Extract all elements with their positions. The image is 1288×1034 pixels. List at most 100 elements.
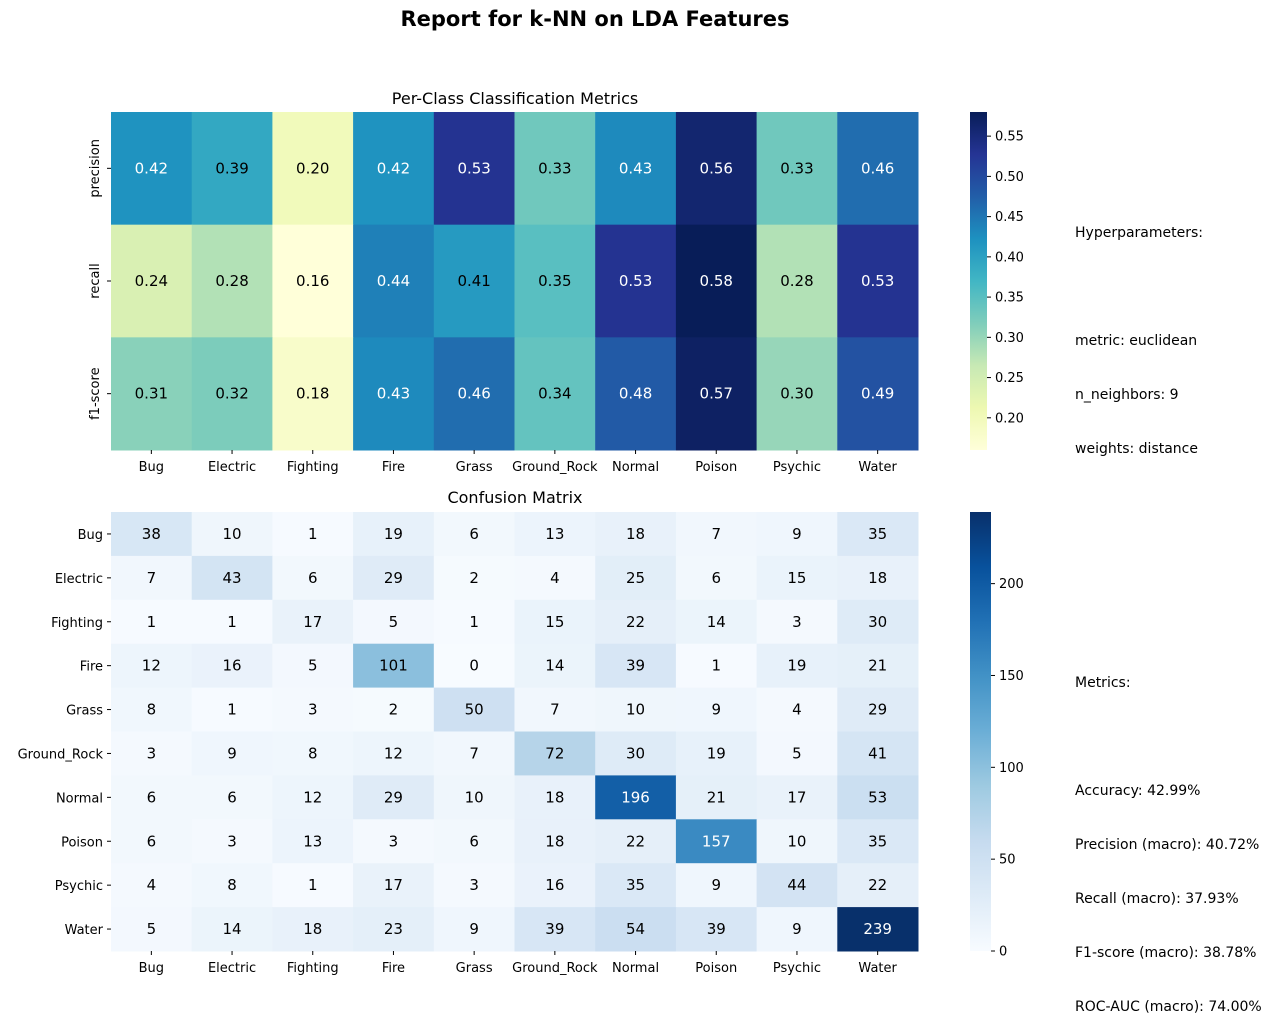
- heatmap-cell: [353, 863, 435, 908]
- heatmap-cell: [675, 112, 758, 226]
- x-tick-label: Poison: [695, 961, 737, 976]
- heatmap-cell-label: 8: [147, 701, 157, 719]
- heatmap-cell-label: 0.41: [457, 272, 490, 290]
- heatmap-cell: [111, 337, 193, 451]
- heatmap-cell-label: 30: [626, 744, 645, 762]
- heatmap-cell-label: 1: [308, 876, 318, 894]
- heatmap-cell: [756, 224, 838, 338]
- heatmap-cell: [433, 512, 515, 557]
- heatmap-cell-label: 2: [389, 701, 399, 719]
- x-tick-label: Fire: [382, 460, 405, 475]
- hyperparameter-line: weights: distance: [1075, 441, 1198, 457]
- metrics-heatmap: Per-Class Classification Metrics 0.42 0.3…: [88, 89, 919, 475]
- heatmap-cell-label: 17: [384, 876, 403, 894]
- heatmap-cell: [837, 907, 919, 952]
- heatmap-cell: [595, 555, 677, 601]
- heatmap-cell-label: 22: [868, 876, 887, 894]
- heatmap-cell: [595, 643, 677, 689]
- y-tick-label: Normal: [56, 791, 103, 806]
- metric-line: Recall (macro): 37.93%: [1075, 891, 1239, 907]
- heatmap-cell: [191, 819, 273, 864]
- y-tick-label: precision: [88, 139, 103, 198]
- hyperparameters-heading: Hyperparameters:: [1075, 225, 1203, 241]
- heatmap-cell-label: 0.42: [377, 159, 410, 177]
- heatmap-cell: [272, 731, 354, 776]
- heatmap-cell-label: 0.33: [780, 159, 813, 177]
- heatmap-cell: [353, 555, 435, 601]
- heatmap-cell: [837, 512, 919, 557]
- heatmap-cell-label: 30: [868, 613, 887, 631]
- heatmap-cell: [272, 863, 354, 908]
- colorbar-tick-label: 0.50: [995, 170, 1024, 185]
- heatmap-cell-label: 3: [792, 613, 802, 631]
- heatmap-cell-label: 4: [147, 876, 157, 894]
- heatmap-cell: [111, 555, 193, 601]
- heatmap-cell: [272, 599, 354, 645]
- heatmap-cell: [675, 775, 758, 820]
- report-figure: Report for k-NN on LDA Features Per-Clas…: [18, 7, 1024, 976]
- heatmap-cell-label: 39: [707, 920, 726, 938]
- confusion-matrix-cells: 38 10 1 19 6 13 18 7 9 357 43 6 29 2 4 25 6 15 181 1 17 5 1 15 2…: [111, 512, 919, 952]
- heatmap-cell-label: 21: [868, 657, 887, 675]
- heatmap-cell: [675, 224, 758, 338]
- colorbar-tick-label: 200: [999, 577, 1024, 592]
- heatmap-cell-label: 5: [792, 744, 802, 762]
- confusion-colorbar-ticks: 0 50 100 150 200: [991, 577, 1024, 960]
- heatmap-cell: [675, 337, 758, 451]
- heatmap-cell: [837, 224, 919, 338]
- heatmap-cell-label: 6: [308, 569, 318, 587]
- heatmap-cell: [191, 337, 273, 451]
- heatmap-cell-label: 9: [711, 876, 721, 894]
- heatmap-cell: [756, 731, 838, 776]
- heatmap-cell-label: 101: [379, 657, 408, 675]
- heatmap-cell-label: 6: [147, 832, 157, 850]
- heatmap-cell: [191, 112, 273, 226]
- heatmap-cell-label: 18: [626, 525, 645, 543]
- heatmap-cell-label: 0.39: [215, 159, 248, 177]
- y-tick-label: recall: [88, 263, 103, 298]
- heatmap-cell: [837, 599, 919, 645]
- heatmap-cell: [514, 643, 596, 689]
- heatmap-cell-label: 0.28: [215, 272, 248, 290]
- heatmap-cell-label: 50: [465, 701, 484, 719]
- heatmap-cell: [433, 907, 515, 952]
- metrics-heatmap-title: Per-Class Classification Metrics: [392, 89, 638, 108]
- heatmap-cell-label: 19: [787, 657, 806, 675]
- x-tick-label: Ground_Rock: [512, 460, 598, 475]
- heatmap-cell: [756, 512, 838, 557]
- heatmap-cell: [111, 224, 193, 338]
- heatmap-cell: [272, 112, 354, 226]
- heatmap-cell: [675, 731, 758, 776]
- heatmap-cell: [191, 863, 273, 908]
- heatmap-cell: [353, 512, 435, 557]
- heatmap-cell-label: 0.34: [538, 385, 571, 403]
- hyperparameter-line: metric: euclidean: [1075, 333, 1198, 349]
- x-tick-label: Bug: [139, 961, 164, 976]
- metric-line: Precision (macro): 40.72%: [1075, 837, 1260, 853]
- y-tick-label: Ground_Rock: [18, 747, 104, 762]
- heatmap-cell-label: 5: [308, 657, 318, 675]
- heatmap-cell-label: 38: [142, 525, 161, 543]
- heatmap-cell-label: 8: [308, 744, 318, 762]
- heatmap-cell-label: 9: [792, 525, 802, 543]
- heatmap-cell: [433, 731, 515, 776]
- heatmap-cell-label: 0.53: [457, 159, 490, 177]
- heatmap-cell-label: 0.46: [457, 385, 490, 403]
- heatmap-cell: [191, 687, 273, 732]
- heatmap-cell-label: 1: [227, 613, 237, 631]
- heatmap-cell-label: 1: [308, 525, 318, 543]
- metric-line: ROC-AUC (macro): 74.00%: [1075, 999, 1262, 1015]
- heatmap-cell-label: 4: [550, 569, 560, 587]
- heatmap-cell: [191, 599, 273, 645]
- metrics-colorbar-gradient: [970, 112, 987, 450]
- heatmap-cell-label: 0.28: [780, 272, 813, 290]
- heatmap-cell-label: 9: [469, 920, 479, 938]
- heatmap-cell-label: 7: [711, 525, 721, 543]
- heatmap-cell-label: 54: [626, 920, 645, 938]
- heatmap-cell: [675, 643, 758, 689]
- heatmap-cell: [111, 599, 193, 645]
- heatmap-cell: [353, 112, 435, 226]
- heatmap-cell-label: 29: [868, 701, 887, 719]
- heatmap-cell: [514, 731, 596, 776]
- heatmap-cell: [433, 224, 515, 338]
